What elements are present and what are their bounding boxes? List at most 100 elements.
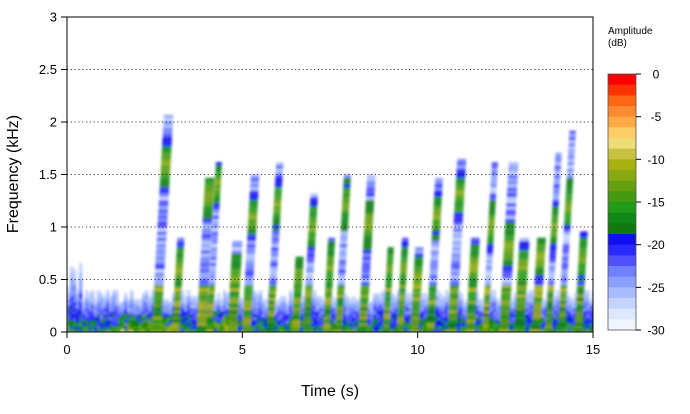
heat-cell	[193, 308, 197, 312]
heat-cell	[118, 305, 122, 309]
heat-cell	[550, 237, 557, 241]
heat-cell	[94, 311, 98, 315]
colorbar-cell	[608, 170, 636, 182]
heat-cell	[470, 253, 479, 257]
heat-cell	[172, 316, 180, 320]
heat-cell	[373, 302, 377, 306]
heat-cell	[207, 313, 214, 317]
heat-cell	[412, 288, 422, 292]
heat-cell	[452, 243, 462, 248]
heat-cell	[152, 306, 163, 311]
heat-cell	[204, 180, 215, 185]
y-axis: 00.511.522.53	[39, 10, 67, 340]
heat-cell	[262, 305, 266, 309]
heat-cell	[217, 317, 221, 321]
heat-cell	[434, 180, 443, 185]
heat-cell	[355, 299, 359, 303]
heat-cell	[565, 196, 573, 200]
heat-cell	[313, 290, 317, 294]
heat-cell	[468, 278, 478, 282]
heat-cell	[176, 259, 184, 263]
heat-cell	[556, 326, 560, 330]
heat-cell	[274, 184, 283, 188]
heat-cell	[184, 302, 188, 306]
heat-cell	[450, 281, 460, 286]
heat-cell	[162, 140, 172, 144]
heat-cell	[561, 269, 568, 273]
heat-cell	[100, 329, 104, 332]
heat-cell	[379, 317, 383, 321]
heat-cell	[567, 162, 575, 166]
heat-cell	[502, 266, 513, 270]
heat-cell	[298, 329, 302, 332]
heat-cell	[82, 299, 86, 303]
heat-cell	[145, 317, 149, 321]
heat-cell	[360, 291, 369, 295]
heat-cell	[309, 206, 318, 210]
heat-cell	[266, 322, 275, 326]
heat-cell	[316, 314, 320, 318]
heat-cell	[79, 314, 83, 318]
heat-cell	[442, 329, 446, 332]
heat-cell	[466, 316, 476, 320]
heat-cell	[248, 218, 257, 223]
heat-cell	[496, 320, 500, 324]
heat-cell	[213, 196, 220, 200]
heat-cell	[85, 320, 89, 324]
heat-cell	[286, 314, 290, 318]
heat-cell	[210, 256, 217, 260]
heat-cell	[391, 326, 395, 330]
heat-cell	[517, 272, 528, 276]
heat-cell	[159, 184, 170, 188]
heat-cell	[475, 305, 479, 309]
heat-cell	[450, 272, 460, 276]
heat-cell	[370, 320, 374, 324]
heat-cell	[500, 313, 510, 317]
heat-cell	[273, 206, 281, 210]
heat-cell	[391, 296, 395, 300]
heat-cell	[187, 302, 191, 306]
heat-cell	[398, 303, 405, 308]
heat-cell	[391, 314, 395, 318]
heat-cell	[174, 278, 183, 282]
heat-cell	[399, 275, 407, 279]
heat-cell	[133, 311, 137, 315]
heat-cell	[163, 299, 167, 303]
heat-cell	[199, 275, 210, 279]
heat-cell	[387, 256, 394, 260]
heat-cell	[301, 317, 305, 321]
heat-cell	[562, 243, 570, 248]
heat-cell	[394, 326, 398, 330]
heat-cell	[289, 302, 293, 306]
heat-cell	[363, 231, 373, 235]
heat-cell	[181, 299, 185, 303]
heat-cell	[275, 177, 283, 182]
heat-cell	[433, 323, 437, 327]
heat-cell	[303, 322, 311, 326]
heat-cell	[79, 281, 83, 285]
heat-cell	[548, 275, 555, 279]
heat-cell	[82, 317, 86, 321]
heat-cell	[427, 319, 435, 323]
heat-cell	[386, 262, 393, 267]
heat-cell	[139, 299, 143, 303]
heat-cell	[555, 155, 562, 160]
heat-cell	[302, 329, 311, 332]
heat-cell	[212, 215, 219, 219]
heat-cell	[227, 319, 238, 323]
heat-cell	[394, 323, 398, 327]
heat-cell	[589, 320, 593, 324]
heat-cell	[160, 180, 170, 185]
heat-cell	[430, 266, 438, 270]
heat-cell	[338, 272, 346, 276]
heat-cell	[336, 306, 344, 311]
heat-cell	[91, 302, 95, 306]
heat-cell	[177, 240, 185, 245]
heat-cell	[486, 253, 493, 257]
heat-cell	[228, 313, 239, 317]
heat-cell	[409, 323, 413, 327]
heat-cell	[127, 317, 131, 321]
heat-cell	[256, 296, 260, 300]
heat-cell	[256, 320, 260, 324]
heat-cell	[158, 199, 169, 204]
